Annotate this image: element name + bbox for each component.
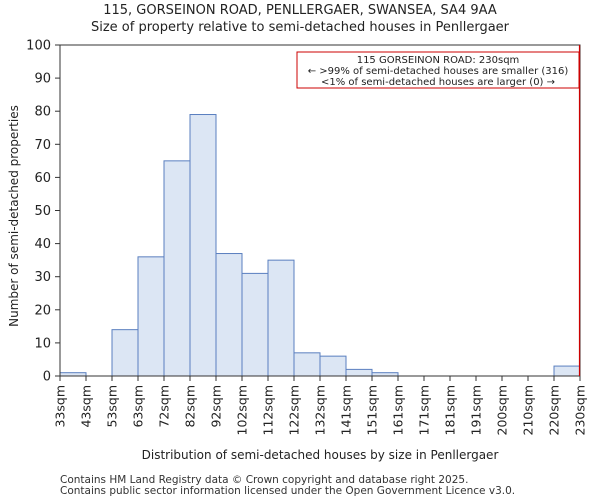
x-tick-label: 210sqm	[521, 385, 536, 435]
bar	[319, 355, 347, 377]
annotation-line-3: <1% of semi-detached houses are larger (…	[321, 77, 555, 88]
bar	[345, 368, 373, 377]
x-tick-label: 191sqm	[469, 385, 484, 435]
x-axis-label: Distribution of semi-detached houses by …	[142, 448, 499, 462]
x-tick-label: 161sqm	[391, 385, 406, 435]
y-tick-label: 40	[34, 237, 51, 252]
x-tick-label: 220sqm	[547, 385, 562, 435]
annotation-box: 115 GORSEINON ROAD: 230sqm ← >99% of sem…	[296, 51, 580, 89]
bar	[215, 253, 243, 377]
bar	[241, 272, 269, 377]
y-tick-label: 20	[34, 303, 51, 318]
y-tick-label: 0	[43, 370, 51, 385]
x-tick-label: 122sqm	[287, 385, 302, 435]
annotation-line-1: 115 GORSEINON ROAD: 230sqm	[357, 55, 520, 66]
x-tick-label: 53sqm	[105, 385, 120, 428]
x-tick-label: 200sqm	[495, 385, 510, 435]
chart-subtitle: Size of property relative to semi-detach…	[90, 20, 510, 35]
bar	[293, 352, 321, 377]
x-tick-label: 112sqm	[261, 385, 276, 435]
y-tick-label: 60	[34, 171, 51, 186]
annotation-frame	[296, 51, 580, 89]
x-tick-label: 230sqm	[573, 385, 588, 435]
x-tick-label: 181sqm	[443, 385, 458, 435]
x-ticks: 33sqm 43sqm 53sqm 63sqm 72sqm 82sqm 92sqm 102sq…	[53, 376, 588, 435]
bars	[59, 114, 581, 377]
x-tick-label: 141sqm	[339, 385, 354, 435]
footer-copyright: Contains HM Land Registry data © Crown c…	[60, 474, 469, 486]
bar	[111, 329, 139, 377]
x-tick-label: 171sqm	[417, 385, 432, 435]
x-tick-label: 43sqm	[79, 385, 94, 428]
histogram-chart: 0 10 20 30 40 50 60 70 80 90 100 33sqm 43sqm 53sqm 63…	[7, 39, 588, 463]
x-tick-label: 63sqm	[131, 385, 146, 428]
x-tick-label: 92sqm	[209, 385, 224, 428]
footer-licence: Contains public sector information licen…	[60, 485, 516, 497]
x-tick-label: 151sqm	[365, 385, 380, 435]
bar	[189, 114, 217, 377]
x-tick-label: 82sqm	[183, 385, 198, 428]
x-tick-label: 33sqm	[53, 385, 68, 428]
annotation-line-2: ← >99% of semi-detached houses are small…	[308, 66, 569, 77]
bar	[137, 256, 165, 377]
chart-title: 115, GORSEINON ROAD, PENLLERGAER, SWANSE…	[103, 3, 497, 18]
y-tick-label: 30	[34, 270, 51, 285]
y-axis-label: Number of semi-detached properties	[7, 105, 21, 327]
bar	[267, 259, 295, 377]
y-tick-label: 10	[34, 336, 51, 351]
y-tick-label: 90	[34, 72, 51, 87]
x-tick-label: 102sqm	[235, 385, 250, 435]
x-tick-label: 72sqm	[157, 385, 172, 428]
y-ticks: 0 10 20 30 40 50 60 70 80 90 100	[26, 39, 60, 385]
y-tick-label: 70	[34, 138, 51, 153]
y-tick-label: 80	[34, 105, 51, 120]
y-tick-label: 50	[34, 204, 51, 219]
bar	[553, 365, 581, 377]
y-tick-label: 100	[26, 39, 51, 54]
bar	[163, 160, 191, 377]
x-tick-label: 132sqm	[313, 385, 328, 435]
